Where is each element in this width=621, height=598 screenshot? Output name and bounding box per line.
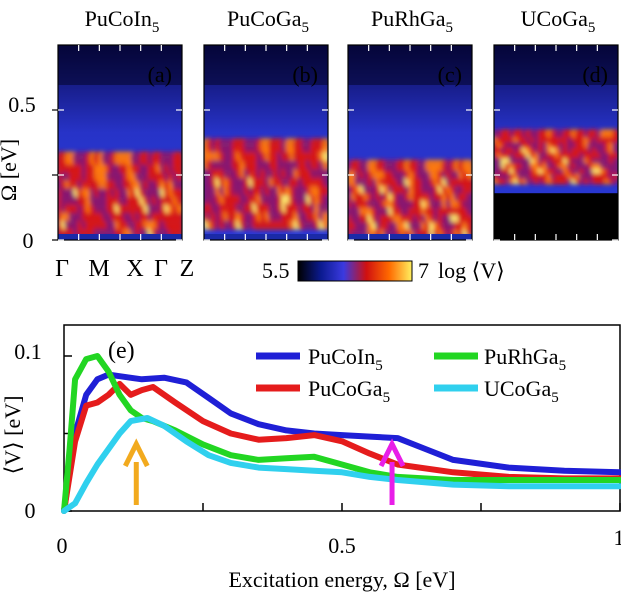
heatmap-intensity [494, 128, 618, 185]
heatmap-panel-label: (b) [292, 62, 318, 87]
arrow-marker-1 [123, 438, 150, 505]
heatmap-xtick-gamma-2: Γ [154, 256, 168, 282]
heatmap-panel-a: PuCoIn5 (a) [52, 6, 183, 241]
legend: PuCoIn5 PuRhGa5 PuCoGa5 UCoGa5 [256, 344, 566, 406]
line-chart-arrows [123, 438, 406, 505]
line-chart-ytick-0-1: 0.1 [14, 339, 42, 364]
colorbar-min-label: 5.5 [262, 258, 290, 283]
heatmap-xtick-gamma: Γ [55, 256, 69, 282]
heatmap-y-axis: 0 0.5 Ω [eV] [0, 92, 36, 253]
line-chart-series [61, 353, 621, 514]
line-chart-x-axis-label: Excitation energy, Ω [eV] [228, 567, 455, 592]
line-chart-xtick-0: 0 [57, 533, 68, 558]
series-line-pucoin5 [61, 371, 621, 514]
series-line-purhga5 [61, 353, 621, 514]
heatmap-ytick-label-0: 0 [23, 228, 34, 253]
heatmap-panel-label: (a) [148, 62, 172, 87]
line-chart-xtick-1: 1 [614, 525, 621, 550]
heatmap-xtick-m: M [88, 256, 109, 282]
line-chart-ytick-0: 0 [25, 498, 36, 523]
heatmap-panel-title: PuCoIn5 [85, 6, 160, 36]
heatmap-intensity [58, 150, 182, 239]
arrow-marker-2 [378, 438, 406, 505]
line-chart-y-axis-label: ⟨V⟩ [eV] [0, 396, 25, 475]
colorbar-label: log ⟨V⟩ [438, 258, 505, 283]
colorbar-gradient [297, 260, 413, 282]
panel-e-label: (e) [108, 338, 135, 364]
heatmap-ytick-label-0-5: 0.5 [8, 92, 36, 117]
series-line-ucoga5 [61, 415, 621, 514]
heatmap-panel-label: (d) [582, 62, 608, 87]
line-chart-xtick-0-5: 0.5 [328, 533, 356, 558]
heatmap-intensity [348, 159, 472, 238]
heatmap-xtick-x: X [126, 256, 143, 282]
series-line-pucoga5 [61, 380, 621, 514]
colorbar: 5.5 7 log ⟨V⟩ [262, 258, 505, 283]
legend-label-pucoin5: PuCoIn5 [308, 344, 383, 374]
heatmap-panel-title: UCoGa5 [521, 6, 596, 36]
heatmap-panel-d: UCoGa5 (d) [493, 6, 619, 241]
heatmap-dark-region [494, 193, 618, 240]
heatmap-xtick-z: Z [180, 256, 195, 282]
heatmap-panel-b: PuCoGa5 (b) [203, 6, 329, 241]
colorbar-max-label: 7 [418, 258, 429, 283]
heatmap-panels: PuCoIn5 (a) PuCoGa5 (b) PuRhGa5 (c) UCoGa5 (d) [52, 6, 619, 241]
heatmap-panel-title: PuCoGa5 [227, 6, 309, 36]
heatmap-panel-label: (c) [438, 62, 462, 87]
legend-label-ucoga5: UCoGa5 [484, 376, 559, 406]
legend-label-purhga5: PuRhGa5 [484, 344, 566, 374]
heatmap-panel-c: PuRhGa5 (c) [347, 6, 473, 241]
line-chart: (e) 0 0.1 ⟨V⟩ [eV] 0 0.5 1 Excitation en… [0, 324, 621, 592]
heatmap-y-axis-label: Ω [eV] [0, 139, 21, 201]
heatmap-intensity [204, 137, 328, 231]
heatmap-x-axis: Γ M X Γ Z [55, 256, 194, 282]
heatmap-panel-title: PuRhGa5 [371, 6, 453, 36]
legend-label-pucoga5: PuCoGa5 [308, 376, 390, 406]
